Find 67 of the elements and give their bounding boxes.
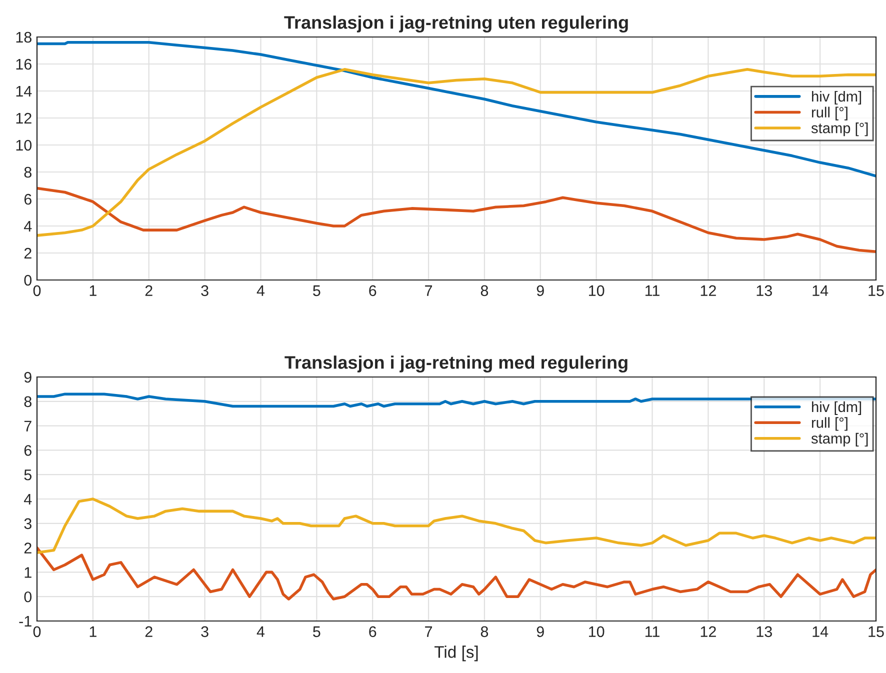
x-tick-label: 12 xyxy=(700,285,716,296)
x-tick-label: 5 xyxy=(313,626,320,638)
x-tick-label: 11 xyxy=(646,626,660,637)
y-tick-label: 5 xyxy=(24,470,32,480)
y-tick-label: 2 xyxy=(24,248,32,259)
legend-label: stamp [°] xyxy=(811,122,868,136)
y-tick-label: 2 xyxy=(24,542,32,554)
legend-label: hiv [dm] xyxy=(812,401,862,415)
x-tick-label: 10 xyxy=(589,285,604,296)
chart-title: Translasjon i jag-retning med regulering xyxy=(284,356,628,372)
x-tick-label: 4 xyxy=(256,626,265,637)
x-tick-label: 13 xyxy=(756,285,772,296)
line-series xyxy=(37,498,876,554)
x-tick-label: 13 xyxy=(756,626,772,638)
y-tick-label: 14 xyxy=(16,86,32,97)
x-tick-label: 15 xyxy=(868,626,884,638)
x-tick-label: 4 xyxy=(256,285,265,296)
legend-label: rull [°] xyxy=(812,106,848,120)
x-tick-label: 11 xyxy=(646,285,660,296)
y-tick-label: 10 xyxy=(16,140,32,151)
x-tick-label: 3 xyxy=(201,285,208,296)
line-series xyxy=(37,186,876,254)
x-tick-label: 7 xyxy=(425,285,432,296)
line-series xyxy=(37,68,876,237)
x-tick-label: 9 xyxy=(536,285,544,296)
y-tick-label: 6 xyxy=(24,445,32,456)
y-tick-label: 0 xyxy=(24,591,32,602)
x-tick-label: 14 xyxy=(812,285,828,296)
legend-label: hiv [dm] xyxy=(812,90,862,105)
x-tick-label: 1 xyxy=(90,626,96,637)
y-tick-label: 6 xyxy=(24,194,32,205)
y-tick-label: 0 xyxy=(24,274,32,286)
x-tick-label: 15 xyxy=(868,285,884,296)
line-series xyxy=(37,546,876,600)
y-tick-label: 18 xyxy=(16,32,32,43)
x-tick-label: 8 xyxy=(480,285,488,296)
x-tick-label: 2 xyxy=(145,626,152,637)
y-tick-label: 7 xyxy=(24,420,32,432)
x-tick-label: 8 xyxy=(480,626,488,638)
x-tick-label: 2 xyxy=(145,285,152,296)
x-tick-label: 0 xyxy=(33,626,41,638)
y-tick-label: -1 xyxy=(19,616,32,627)
legend-label: rull [°] xyxy=(812,417,848,431)
x-tick-label: 6 xyxy=(369,285,376,296)
x-tick-label: 7 xyxy=(425,626,432,637)
y-tick-label: 4 xyxy=(24,221,32,232)
x-tick-label: 9 xyxy=(536,626,544,638)
y-tick-label: 4 xyxy=(24,494,32,505)
x-tick-label: 6 xyxy=(369,626,376,638)
x-tick-label: 12 xyxy=(700,626,716,637)
y-tick-label: 3 xyxy=(24,518,32,530)
x-tick-label: 3 xyxy=(201,626,208,638)
y-tick-label: 16 xyxy=(16,58,32,70)
line-series xyxy=(37,41,876,178)
x-axis-title: Tid [s] xyxy=(434,646,478,662)
chart-title: Translasjon i jag-retning uten regulering xyxy=(284,16,628,32)
y-tick-label: 8 xyxy=(24,396,32,408)
x-tick-label: 1 xyxy=(90,285,96,296)
legend-label: stamp [°] xyxy=(811,432,868,447)
x-tick-label: 10 xyxy=(589,626,604,638)
y-tick-label: 12 xyxy=(16,112,32,124)
y-tick-label: 8 xyxy=(24,166,32,178)
x-tick-label: 0 xyxy=(33,285,41,296)
x-tick-label: 14 xyxy=(812,626,828,637)
y-tick-label: 1 xyxy=(24,567,32,578)
x-tick-label: 5 xyxy=(313,285,320,296)
y-tick-label: 9 xyxy=(24,372,32,383)
